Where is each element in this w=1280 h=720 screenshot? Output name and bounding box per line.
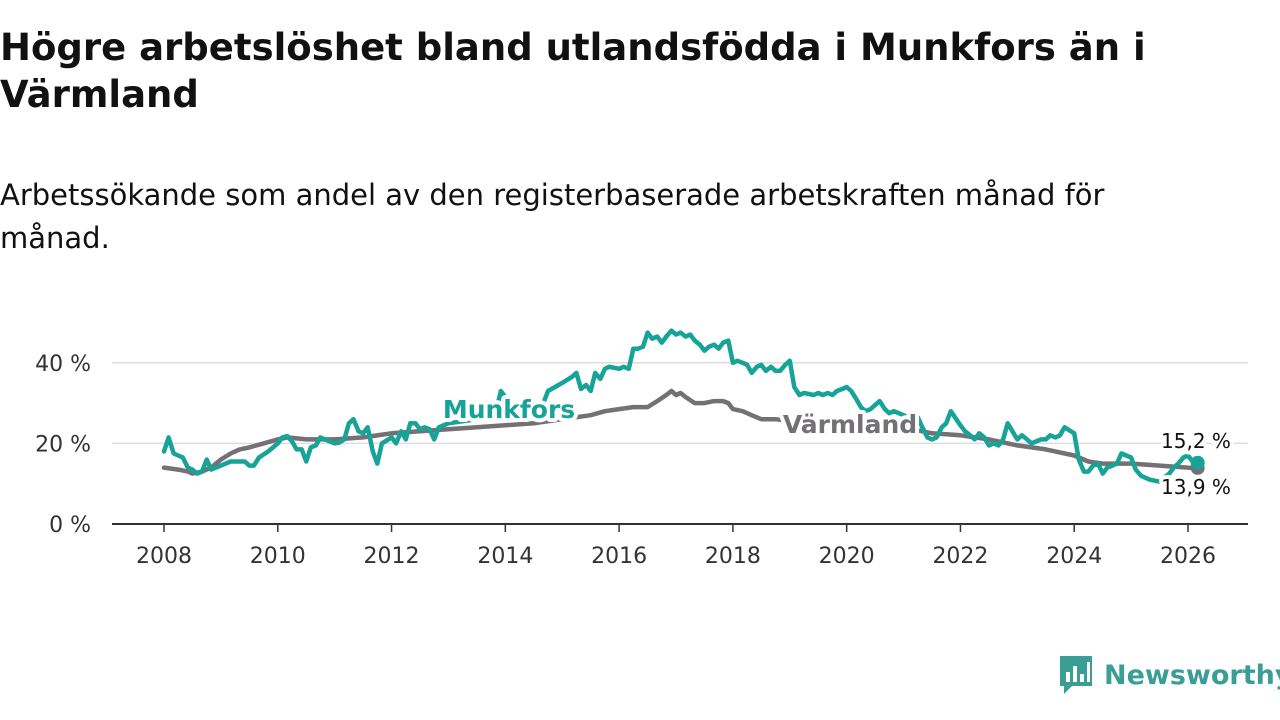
series-layer <box>161 328 1205 484</box>
series-label-munkfors: Munkfors <box>443 395 575 424</box>
series-line-munkfors <box>161 328 1200 484</box>
x-tick-label: 2010 <box>250 544 306 569</box>
x-tick-label: 2014 <box>477 544 533 569</box>
y-tick-label: 40 % <box>35 352 91 377</box>
x-axis: 0 % 20 % 40 % 2008 2010 2012 2014 2016 2018 2020 2… <box>35 352 1248 569</box>
end-label-munkfors: 15,2 % <box>1161 429 1231 453</box>
chart-title: Högre arbetslöshet bland utlandsfödda i … <box>0 26 1146 116</box>
x-tick-label: 2022 <box>932 544 988 569</box>
x-tick-label: 2020 <box>819 544 875 569</box>
x-tick-label: 2008 <box>136 544 192 569</box>
x-tick-label: 2016 <box>591 544 647 569</box>
chart-subtitle: Arbetssökande som andel av den registerb… <box>0 178 1105 255</box>
newsworthy-logo-icon <box>1060 656 1092 694</box>
end-label-varmland-halo: 13,9 % <box>1161 475 1231 499</box>
end-label-varmland: 13,9 % <box>1161 475 1231 499</box>
end-point-munkfors <box>1190 455 1205 470</box>
x-tick-label: 2024 <box>1046 544 1102 569</box>
x-tick-label: 2012 <box>364 544 420 569</box>
series-line-varmland <box>161 388 1200 476</box>
series-label-varmland: Värmland <box>783 410 917 439</box>
series-label-munkfors-halo: Munkfors <box>443 395 575 424</box>
y-tick-label: 0 % <box>49 513 91 538</box>
newsworthy-logo: Newsworthy <box>1058 654 1280 696</box>
x-tick-label: 2018 <box>705 544 761 569</box>
gridlines <box>112 362 1248 445</box>
end-label-munkfors-halo: 15,2 % <box>1161 429 1231 453</box>
y-tick-label: 20 % <box>35 432 91 457</box>
brand-name: Newsworthy <box>1104 659 1280 691</box>
x-tick-label: 2026 <box>1160 544 1216 569</box>
series-label-varmland-halo: Värmland <box>783 410 917 439</box>
